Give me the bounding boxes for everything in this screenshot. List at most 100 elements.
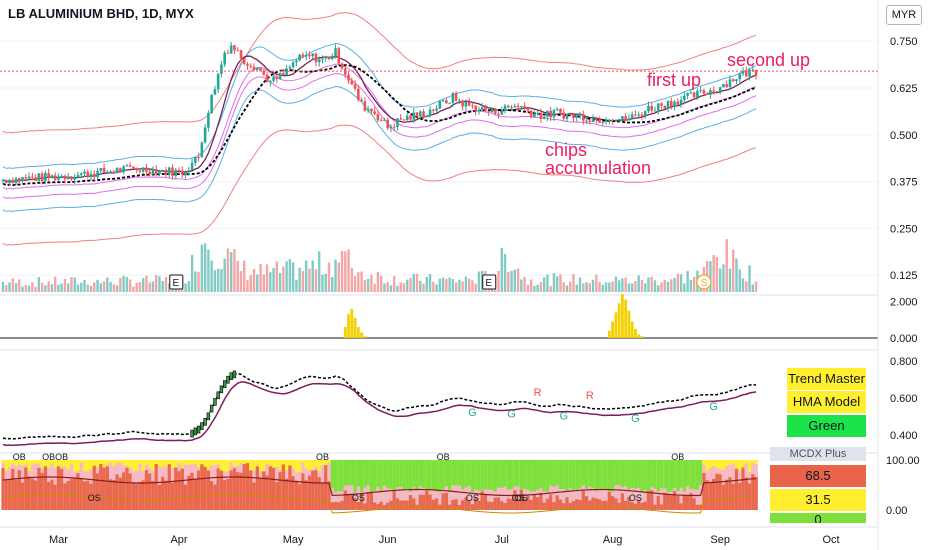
candle-body [731,79,735,82]
mcdx-green-bar [454,460,458,510]
mcdx-pink-bar [363,487,367,510]
mcdx-red-bar [275,481,279,510]
volume-bar [585,282,588,292]
mcdx-red-bar [568,503,572,510]
candle-body [422,111,425,118]
mcdx-green-bar [376,460,380,510]
trend-bar [209,404,214,413]
mcdx-green-bar [695,460,700,510]
mcdx-red-bar [389,500,393,510]
mcdx-red-bar [513,490,517,510]
mcdx-green-bar [699,460,703,510]
mcdx-red-bar [340,500,344,510]
overbought-label: OB [671,452,684,462]
volume-bar [650,276,653,292]
volume-bar [327,262,331,292]
candle-body [60,175,63,178]
mcdx-red-bar [242,463,246,510]
mcdx-red-bar [193,479,198,510]
volume-bar [314,269,318,292]
mcdx-green-bar [487,460,491,510]
mcdx-red-bar [154,464,158,510]
volume-bar [197,271,200,292]
volume-bar [239,270,243,292]
mcdx-red-bar [441,493,445,510]
volume-bar [624,277,627,292]
mcdx-green-bar [584,460,589,510]
overbought-label: OB [316,452,329,462]
chip-bar [614,312,618,338]
candle-body [106,172,109,174]
mcdx-green-bar [428,460,432,510]
mcdx-green-bar [656,460,660,510]
candle-body [275,76,279,80]
mcdx-green-bar [366,460,370,510]
volume-bar [627,283,631,292]
mcdx-green-bar [513,460,517,510]
mcdx-red-bar [157,484,162,510]
mcdx-red-bar [734,468,739,510]
candle-body [624,116,627,121]
candle-body [167,167,171,175]
candle-body [438,100,442,109]
mcdx-red-bar [11,468,15,510]
mcdx-pink-bar [337,491,341,510]
mcdx-green-bar [337,460,341,510]
mcdx-green-bar [689,460,693,510]
mcdx-red-bar [725,479,729,510]
candle-body [190,162,194,171]
mcdx-red-bar [395,498,400,510]
candle-body [715,91,719,93]
volume-bar [249,275,252,292]
volume-bar [47,281,50,292]
candle-body [464,101,468,107]
candle-body [288,67,292,69]
x-tick-label: Jul [495,534,509,546]
mcdx-red-bar [47,481,51,510]
mcdx-green-bar [402,460,406,510]
mcdx-red-bar [53,484,57,510]
volume-bar [230,252,233,292]
volume-bar [402,283,406,292]
candle-body [350,80,354,85]
mcdx-red-bar [601,501,605,510]
mcdx-red-bar [265,475,269,510]
trend-bar [193,427,198,436]
trend-bar [216,391,220,400]
volume-bar [507,271,510,292]
mcdx-green-bar [568,460,572,510]
volume-bar [445,279,448,292]
volume-bar [353,275,357,292]
volume-bar [386,282,389,292]
mcdx-red-bar [591,497,595,510]
currency-button[interactable]: MYR [886,5,922,25]
candle-body [340,63,344,69]
volume-bar [572,274,575,292]
mcdx-green-bar [343,460,347,510]
mcdx-pink-bar [386,488,390,510]
candle-body [242,58,246,64]
mcdx-red-bar [4,479,8,510]
mcdx-pink-bar [640,491,644,510]
mcdx-red-bar [262,471,266,510]
mcdx-red-bar [617,502,621,510]
mcdx-green-bar [461,460,465,510]
mcdx-red-bar [728,477,732,510]
volume-bar [14,283,18,292]
volume-bar [115,285,119,292]
mcdx-red-bar [731,483,735,510]
volume-bar [728,268,732,292]
chip-bar [624,299,628,338]
mcdx-red-bar [659,504,664,510]
candle-body [487,110,491,112]
volume-bar [595,274,598,292]
candle-body [360,99,363,102]
mcdx-red-bar [536,497,540,510]
mcdx-red-bar [712,478,716,510]
price-tick-label: 0.375 [890,177,918,189]
volume-bar [11,278,14,292]
mcdx-green-bar [480,460,484,510]
mcdx-red-bar [470,504,475,510]
candle-body [262,70,266,75]
